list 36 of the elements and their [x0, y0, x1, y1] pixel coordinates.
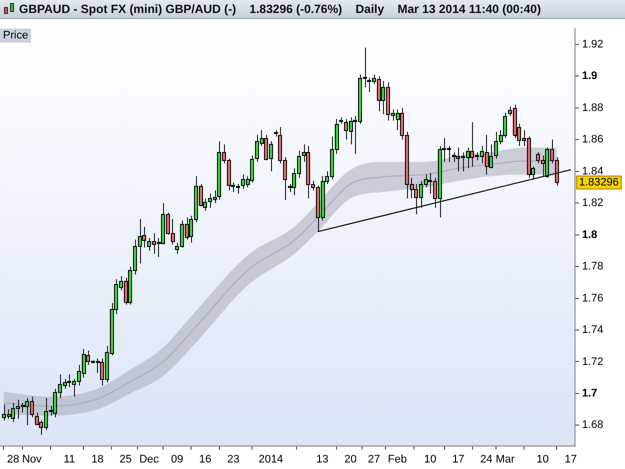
- y-tick-label: 1.74: [582, 324, 604, 336]
- y-tick-label: 1.76: [582, 292, 604, 304]
- x-tick-label: 28: [6, 453, 20, 466]
- x-tick-label: 23: [227, 453, 240, 466]
- x-tick-label: 17: [452, 453, 464, 466]
- x-tick-label: 17: [564, 453, 577, 466]
- x-tick-label: 10: [424, 453, 436, 466]
- x-tick-label: 09: [171, 453, 184, 466]
- y-tick-label: 1.78: [582, 260, 604, 273]
- x-tick-label: Mar: [496, 453, 515, 466]
- y-tick-label: 1.7: [582, 387, 598, 400]
- x-tick-label: 25: [119, 453, 132, 466]
- y-tick-label: 1.9: [582, 70, 598, 82]
- y-tick-label: 1.88: [582, 102, 604, 114]
- x-tick-label: 10: [536, 453, 549, 466]
- y-tick-label: 1.84: [582, 165, 604, 178]
- annotation: Price: [3, 30, 28, 42]
- x-tick-label: Nov: [22, 453, 42, 466]
- x-tick-label: 2014: [258, 453, 284, 466]
- x-tick-label: 20: [344, 453, 357, 466]
- x-tick-label: 11: [64, 453, 76, 466]
- x-tick-label: 27: [368, 453, 380, 466]
- x-tick-label: 24: [480, 453, 493, 466]
- y-tick-label: 1.72: [582, 356, 604, 368]
- y-tick-label: 1.8: [582, 228, 598, 241]
- text: 1.83296: [579, 176, 619, 189]
- x-tick-label: Dec: [139, 453, 160, 466]
- y-tick-label: 1.68: [582, 419, 604, 432]
- x-tick-label: 13: [316, 453, 329, 466]
- y-tick-label: 1.92: [582, 38, 604, 50]
- x-tick-label: 16: [199, 453, 212, 466]
- chart-title: GBPAUD - Spot FX (mini) GBP/AUD (-) 1.83296 (-0.76%) Daily Mar 13 2014 11:40 (00:40): [19, 2, 541, 16]
- y-tick-label: 1.82: [582, 197, 604, 210]
- x-tick-label: 18: [91, 453, 104, 466]
- y-tick-label: 1.86: [582, 134, 604, 146]
- x-tick-label: Feb: [388, 453, 407, 466]
